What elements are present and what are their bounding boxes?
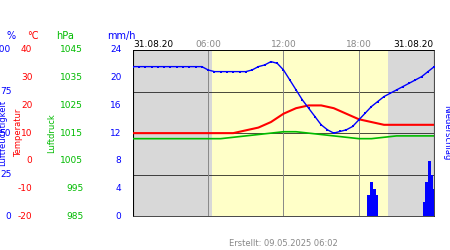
Text: 20: 20 <box>21 101 32 110</box>
Text: 10: 10 <box>21 128 32 138</box>
Text: 31.08.20: 31.08.20 <box>393 40 433 49</box>
Text: 0: 0 <box>116 212 122 221</box>
Bar <box>423 202 426 216</box>
Text: 4: 4 <box>116 184 122 193</box>
Bar <box>370 182 373 216</box>
Bar <box>212 50 388 216</box>
Bar <box>428 161 431 216</box>
Text: Niederschlag: Niederschlag <box>442 106 450 161</box>
Bar <box>373 188 375 216</box>
Text: 1035: 1035 <box>60 73 83 82</box>
Text: 40: 40 <box>21 46 32 54</box>
Text: Luftfeuchtigkeit: Luftfeuchtigkeit <box>0 100 7 166</box>
Text: 20: 20 <box>110 73 122 82</box>
Text: Erstellt: 09.05.2025 06:02: Erstellt: 09.05.2025 06:02 <box>229 238 338 248</box>
Text: 31.08.20: 31.08.20 <box>134 40 174 49</box>
Text: 995: 995 <box>66 184 83 193</box>
Bar <box>375 196 378 216</box>
Text: 8: 8 <box>116 156 122 165</box>
Text: Temperatur: Temperatur <box>14 109 23 157</box>
Text: 25: 25 <box>0 170 11 179</box>
Text: 0: 0 <box>27 156 32 165</box>
Text: 985: 985 <box>66 212 83 221</box>
Text: 1025: 1025 <box>60 101 83 110</box>
Bar <box>433 188 436 216</box>
Text: 30: 30 <box>21 73 32 82</box>
Bar <box>367 196 370 216</box>
Text: 0: 0 <box>5 212 11 221</box>
Text: %: % <box>7 31 16 41</box>
Text: °C: °C <box>27 31 38 41</box>
Text: -20: -20 <box>18 212 32 221</box>
Text: 12: 12 <box>110 128 122 138</box>
Text: 24: 24 <box>110 46 122 54</box>
Text: 100: 100 <box>0 46 11 54</box>
Text: 1005: 1005 <box>60 156 83 165</box>
Text: 1045: 1045 <box>60 46 83 54</box>
Text: hPa: hPa <box>56 31 74 41</box>
Text: -10: -10 <box>18 184 32 193</box>
Bar <box>425 182 428 216</box>
Text: mm/h: mm/h <box>107 31 136 41</box>
Text: Luftdruck: Luftdruck <box>47 113 56 153</box>
Text: 16: 16 <box>110 101 122 110</box>
Bar <box>430 175 433 216</box>
Text: 75: 75 <box>0 87 11 96</box>
Text: 1015: 1015 <box>60 128 83 138</box>
Text: 50: 50 <box>0 128 11 138</box>
